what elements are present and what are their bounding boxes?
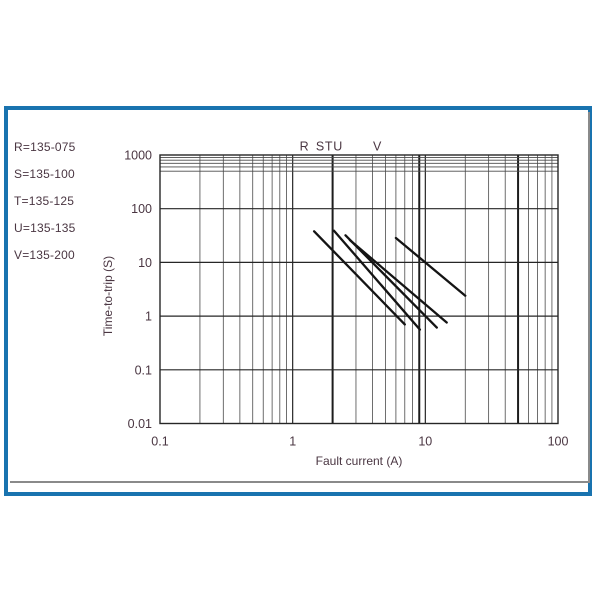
trip-curve-U [348, 238, 448, 324]
legend-item-R: R=135-075 [14, 140, 76, 154]
legend-item-S: S=135-100 [14, 167, 75, 181]
y-tick-label: 0.01 [128, 417, 152, 431]
y-tick-label: 100 [131, 202, 152, 216]
legend-item-V: V=135-200 [14, 248, 75, 262]
trip-curve-S [332, 229, 422, 331]
y-tick-label: 1000 [124, 149, 152, 163]
curve-legend: R=135-075 S=135-100 T=135-125 U=135-135 … [14, 140, 76, 275]
legend-item-T: T=135-125 [14, 194, 75, 208]
curve-label-T: T [325, 140, 333, 154]
y-tick-label: 10 [138, 256, 152, 270]
plot-border [159, 154, 559, 425]
y-tick-label: 1 [145, 310, 152, 324]
legend-item-U: U=135-135 [14, 221, 76, 235]
curve-label-R: R [300, 140, 309, 154]
curve-label-V: V [373, 140, 382, 154]
x-tick-label: 0.1 [151, 435, 168, 449]
y-tick-label: 0.1 [135, 363, 152, 377]
x-tick-label: 10 [418, 435, 432, 449]
curve-label-U: U [333, 140, 342, 154]
x-tick-label: 100 [548, 435, 569, 449]
x-axis-title: Fault current (A) [315, 454, 403, 468]
x-tick-label: 1 [289, 435, 296, 449]
curve-label-S: S [316, 140, 324, 154]
trip-curve-R [312, 230, 406, 326]
trip-curve-V [394, 236, 467, 297]
